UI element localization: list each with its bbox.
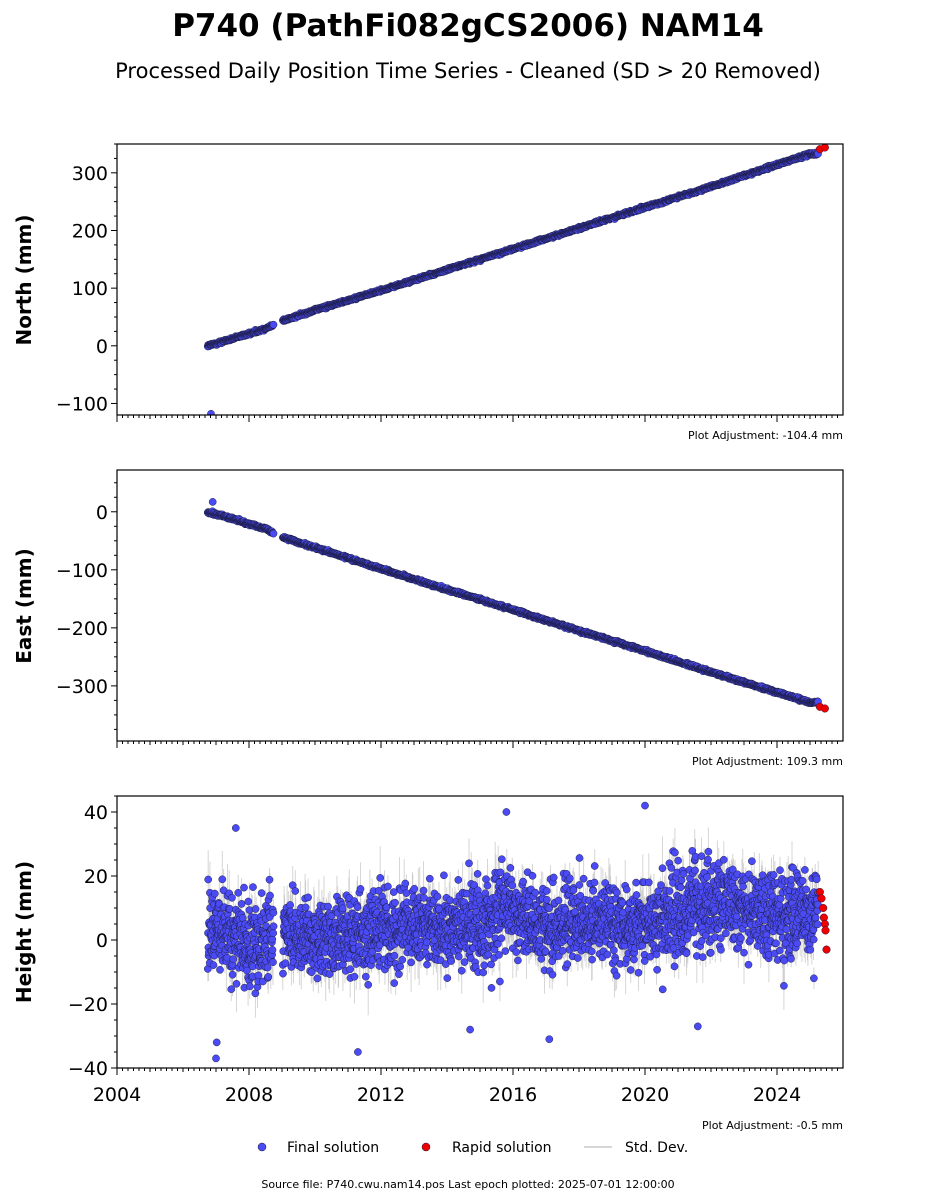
east-rapid-point bbox=[821, 705, 829, 713]
north-frame bbox=[117, 144, 843, 415]
east-ytick-label: −200 bbox=[56, 618, 108, 640]
east-plot-area: −300 −200 −100 0 bbox=[56, 470, 843, 748]
height-data-layer bbox=[204, 802, 830, 1062]
east-rapid-points bbox=[816, 703, 829, 712]
north-final-points bbox=[204, 149, 821, 418]
east-adjustment: Plot Adjustment: 109.3 mm bbox=[692, 755, 843, 768]
panel-east: −300 −200 −100 0 East (mm) Plot Adjustment:… bbox=[12, 470, 843, 768]
figure-subtitle: Processed Daily Position Time Series - C… bbox=[115, 59, 821, 83]
north-ytick-label: 100 bbox=[72, 278, 108, 300]
east-ytick-label: −100 bbox=[56, 560, 108, 582]
north-ytick-label: 200 bbox=[72, 220, 108, 242]
east-frame bbox=[117, 470, 843, 741]
north-ytick-label: 300 bbox=[72, 163, 108, 185]
north-ytick-label: −100 bbox=[56, 393, 108, 415]
north-adjustment: Plot Adjustment: -104.4 mm bbox=[688, 429, 843, 442]
north-final-point bbox=[270, 321, 277, 328]
north-data-layer bbox=[204, 144, 829, 418]
east-ytick-label: −300 bbox=[56, 676, 108, 698]
north-ylabel: North (mm) bbox=[12, 214, 36, 345]
north-rapid-point bbox=[821, 144, 829, 152]
figure-title: P740 (PathFi082gCS2006) NAM14 bbox=[172, 8, 764, 44]
east-data-layer bbox=[204, 498, 829, 712]
east-ytick-label: 0 bbox=[96, 502, 108, 524]
north-plot-area: −100 0 100 200 300 bbox=[56, 144, 843, 422]
north-rapid-points bbox=[816, 144, 829, 153]
north-ytick-label: 0 bbox=[96, 336, 108, 358]
east-final-points bbox=[204, 498, 821, 706]
east-final-point bbox=[270, 530, 277, 537]
panel-north: −100 0 100 200 300 North (mm) Plot Adjustmen… bbox=[12, 144, 843, 442]
east-outlier-point bbox=[209, 498, 216, 505]
east-ylabel: East (mm) bbox=[12, 548, 36, 664]
